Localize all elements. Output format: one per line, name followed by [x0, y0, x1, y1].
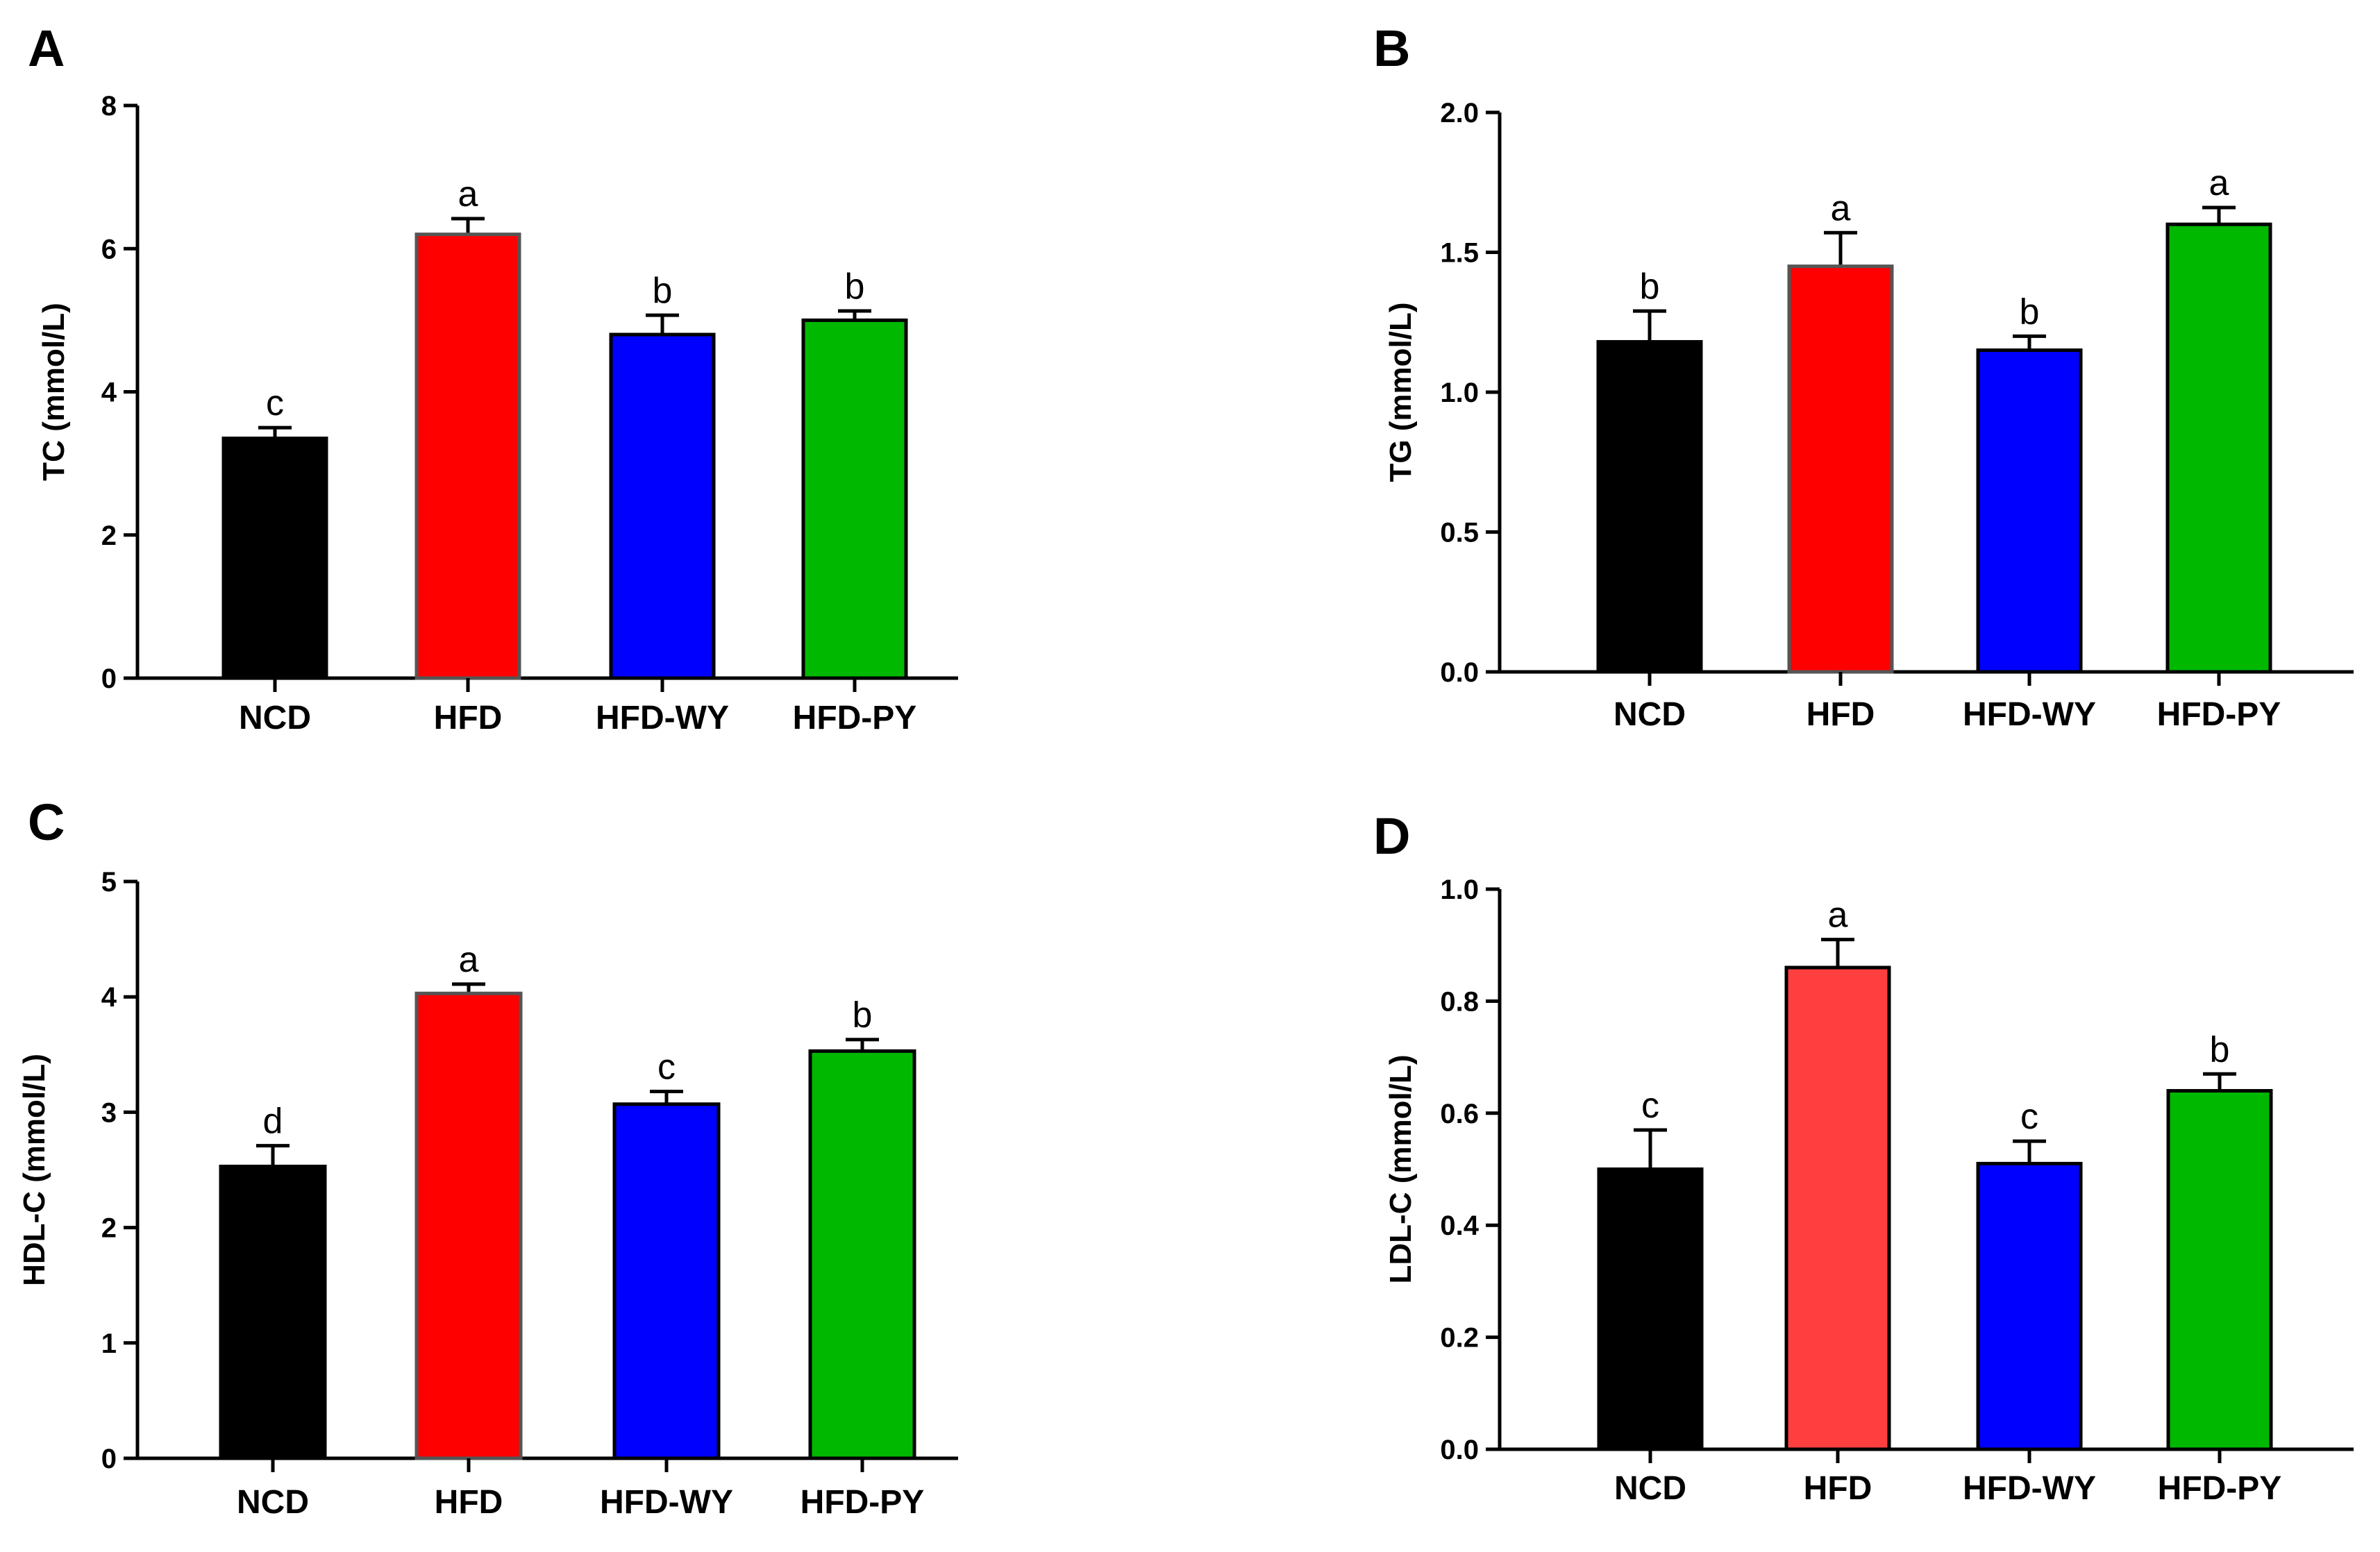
significance-label: a — [1831, 188, 1851, 228]
panel-b: B 0.0 0.5 1.0 1.5 2.0 TG (mmol/L) b NCD a HFD b HFD-… — [1373, 19, 2354, 733]
panel-letter: B — [1373, 19, 1410, 77]
y-tick-label: 0.6 — [1440, 1099, 1479, 1129]
x-tick-label: HFD-PY — [793, 700, 917, 736]
significance-label: c — [1641, 1086, 1659, 1126]
y-tick-label: 0 — [101, 664, 117, 694]
bar-hfd — [414, 991, 523, 1460]
x-tick-label: HFD — [1804, 1470, 1872, 1507]
y-axis-title: TC (mmol/L) — [37, 303, 71, 481]
y-tick-label: 1.5 — [1440, 238, 1479, 269]
y-tick-label: 1.0 — [1440, 378, 1479, 408]
x-tick-label: HFD — [1807, 696, 1875, 733]
x-tick-label: HFD — [434, 700, 503, 736]
significance-label: c — [657, 1047, 676, 1087]
x-tick-label: HFD-WY — [1963, 1470, 2096, 1507]
significance-label: a — [2209, 163, 2229, 203]
y-tick-label: 0.0 — [1440, 657, 1479, 688]
significance-label: d — [263, 1102, 283, 1142]
bar-hfd-py — [801, 318, 908, 680]
bar-hfd — [414, 233, 521, 680]
y-tick-label: 0.8 — [1440, 986, 1479, 1017]
bar-hfd-wy — [1976, 1161, 2083, 1451]
x-tick-label: NCD — [1614, 696, 1686, 733]
y-tick-label: 0.2 — [1440, 1323, 1479, 1353]
y-tick-label: 2 — [101, 1213, 117, 1244]
x-tick-label: NCD — [237, 1484, 309, 1521]
y-tick-label: 0.5 — [1440, 518, 1479, 548]
y-tick-label: 4 — [101, 982, 117, 1013]
bar-hfd-wy — [612, 1102, 721, 1460]
bar-hfd-py — [2165, 222, 2272, 674]
bar-ncd — [221, 437, 328, 680]
significance-label: b — [2020, 292, 2040, 332]
bar-hfd — [1784, 965, 1891, 1451]
panel-letter: D — [1373, 807, 1410, 865]
x-tick-label: HFD-WY — [596, 700, 729, 736]
bar-ncd — [1597, 1167, 1704, 1451]
bar-hfd-wy — [1976, 348, 2083, 674]
y-tick-label: 2 — [101, 521, 117, 551]
panel-letter: C — [28, 793, 65, 851]
panel-d: D 0.0 0.2 0.4 0.6 0.8 1.0 LDL-C (mmol/L) c NCD a HF… — [1373, 807, 2354, 1507]
bar-hfd-wy — [609, 332, 716, 680]
y-tick-label: 4 — [101, 378, 117, 408]
y-tick-label: 1.0 — [1440, 875, 1479, 905]
y-tick-label: 3 — [101, 1097, 117, 1128]
significance-label: c — [2020, 1097, 2038, 1137]
significance-label: b — [653, 271, 673, 311]
x-tick-label: HFD-PY — [801, 1484, 925, 1521]
panel-c: C 0 1 2 3 4 5 HDL-C (mmol/L) d NCD a HFD c HFD-WY b HFD… — [17, 793, 958, 1521]
y-tick-label: 0.4 — [1440, 1211, 1479, 1241]
panel-letter: A — [28, 19, 65, 77]
significance-label: a — [1828, 895, 1848, 936]
x-tick-label: HFD-PY — [2157, 696, 2281, 733]
bar-ncd — [219, 1165, 327, 1460]
bar-hfd-py — [808, 1049, 916, 1460]
bar-ncd — [1596, 339, 1703, 674]
y-tick-label: 0 — [101, 1444, 117, 1474]
y-tick-label: 1 — [101, 1329, 117, 1359]
significance-label: b — [845, 267, 865, 307]
panel-a: A 0 2 4 6 8 TC (mmol/L) c NCD a HFD b HFD-WY b HFD-PY — [28, 19, 958, 736]
significance-label: b — [1640, 267, 1660, 307]
y-tick-label: 0.0 — [1440, 1435, 1479, 1465]
y-axis-title: LDL-C (mmol/L) — [1384, 1055, 1418, 1284]
significance-label: b — [853, 995, 873, 1036]
x-tick-label: HFD-PY — [2158, 1470, 2282, 1507]
y-tick-label: 6 — [101, 234, 117, 264]
bar-hfd — [1787, 264, 1894, 674]
x-tick-label: NCD — [1614, 1470, 1686, 1507]
x-tick-label: HFD-WY — [600, 1484, 733, 1521]
y-tick-label: 2.0 — [1440, 98, 1479, 128]
x-tick-label: HFD — [435, 1484, 503, 1521]
bar-hfd-py — [2166, 1089, 2273, 1451]
y-tick-label: 8 — [101, 91, 117, 121]
x-tick-label: NCD — [239, 700, 311, 736]
significance-label: c — [266, 383, 284, 423]
significance-label: a — [459, 940, 479, 980]
significance-label: a — [458, 174, 478, 214]
x-tick-label: HFD-WY — [1963, 696, 2096, 733]
y-axis-title: TG (mmol/L) — [1384, 302, 1418, 482]
significance-label: b — [2210, 1029, 2230, 1070]
y-tick-label: 5 — [101, 867, 117, 897]
y-axis-title: HDL-C (mmol/L) — [17, 1054, 51, 1286]
